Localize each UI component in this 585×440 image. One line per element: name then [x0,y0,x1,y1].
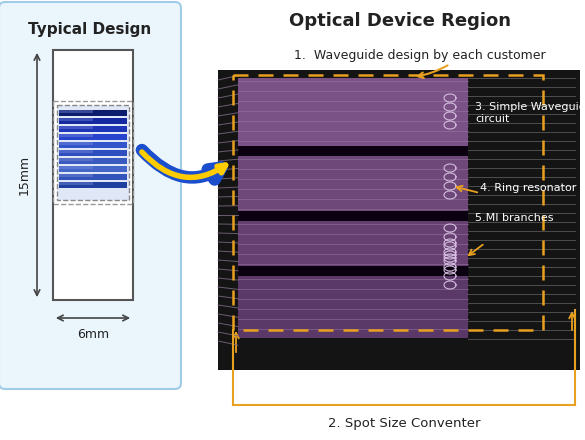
Text: Typical Design: Typical Design [29,22,152,37]
Text: 1.  Waveguide design by each customer: 1. Waveguide design by each customer [294,49,546,62]
Bar [59,182,127,188]
Bar [238,156,468,211]
Bar [59,166,127,172]
Bar [59,158,127,164]
Bar [59,110,93,113]
Bar [59,158,93,161]
Text: 6mm: 6mm [77,328,109,341]
Bar [218,70,580,370]
Bar [59,118,93,121]
Bar [59,174,93,177]
Bar [53,101,133,204]
Bar [59,150,127,156]
Bar [238,266,468,276]
Bar [59,118,127,124]
Text: Optical Device Region: Optical Device Region [289,12,511,30]
Bar [59,110,127,116]
Bar [238,146,468,156]
Bar [238,211,468,221]
Bar [233,75,543,330]
Bar [238,78,468,146]
Text: 4. Ring resonator: 4. Ring resonator [480,183,576,193]
Bar [59,126,93,129]
Bar [53,50,133,300]
Bar [59,174,127,180]
Bar [59,134,93,137]
Bar [59,182,93,185]
Text: 15mm: 15mm [18,155,30,195]
Bar [59,166,93,169]
Text: 5.MI branches: 5.MI branches [475,213,553,223]
Bar [238,221,468,266]
Bar [238,276,468,338]
Bar [59,150,93,153]
Bar [59,126,127,132]
Bar [57,105,129,200]
Text: 3. Simple Waveguide
circuit: 3. Simple Waveguide circuit [475,102,585,124]
Text: 2. Spot Size Conventer: 2. Spot Size Conventer [328,417,480,430]
Bar [59,142,127,148]
FancyBboxPatch shape [0,2,181,389]
Bar [59,142,93,145]
Bar [59,134,127,140]
